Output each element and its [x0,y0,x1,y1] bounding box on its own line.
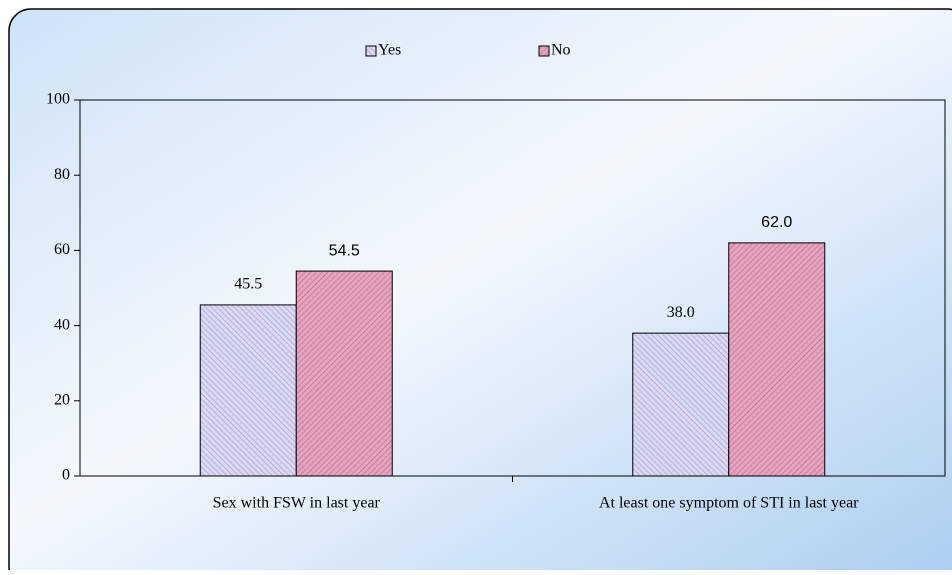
y-tick-label: 20 [54,391,70,408]
data-label: 45.5 [234,276,262,293]
bar [295,270,393,477]
legend-swatch [538,45,550,57]
data-label: 62.0 [761,214,792,231]
y-tick-label: 100 [46,91,70,108]
data-label: 54.5 [329,242,360,259]
x-tick-label: At least one symptom of STI in last year [599,495,859,512]
bar [632,332,730,477]
y-tick-label: 40 [54,316,70,333]
legend-swatch [365,45,377,57]
data-label: 38.0 [667,304,695,321]
x-tick-label: Sex with FSW in last year [213,495,381,512]
y-tick-label: 0 [62,467,70,484]
legend-label: No [551,42,571,59]
bar [728,242,826,477]
bar [199,304,297,477]
y-tick-label: 60 [54,241,70,258]
y-tick-label: 80 [54,166,70,183]
legend-label: Yes [378,42,401,59]
